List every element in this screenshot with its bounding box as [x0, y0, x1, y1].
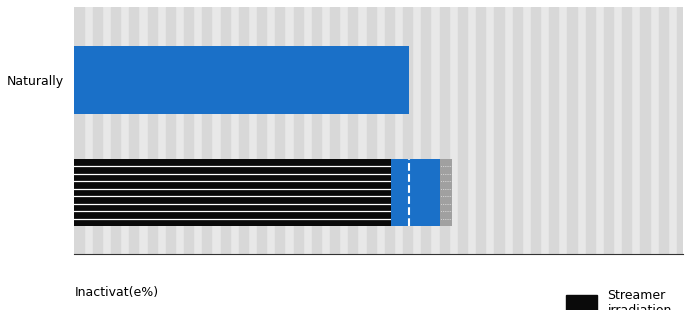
Bar [293, 7, 303, 254]
Bar [659, 7, 668, 254]
Bar [567, 7, 577, 254]
Bar [476, 7, 485, 254]
Bar [391, 159, 440, 226]
Bar [458, 7, 467, 254]
Bar [440, 7, 449, 254]
Bar [531, 7, 540, 254]
Bar [513, 7, 522, 254]
Bar [111, 7, 120, 254]
Bar [202, 7, 211, 254]
Bar [622, 7, 631, 254]
Bar [184, 7, 193, 254]
Bar [257, 7, 266, 254]
Bar [604, 7, 613, 254]
Legend: Streamer
irradiation: Streamer irradiation [561, 284, 677, 310]
Bar [92, 7, 102, 254]
Bar [312, 7, 321, 254]
Bar [586, 7, 595, 254]
Bar [75, 46, 409, 114]
Bar [422, 7, 431, 254]
Bar [366, 7, 376, 254]
Bar [677, 7, 686, 254]
Bar [75, 159, 452, 226]
Bar [148, 7, 157, 254]
Text: Inactivat(e%): Inactivat(e%) [75, 286, 159, 299]
Bar [75, 7, 83, 254]
Bar [221, 7, 230, 254]
Bar [348, 7, 357, 254]
Bar [75, 159, 391, 226]
Bar [549, 7, 558, 254]
Bar [403, 7, 412, 254]
Bar [385, 7, 394, 254]
Bar [275, 7, 284, 254]
Bar [640, 7, 649, 254]
Bar [330, 7, 339, 254]
Bar [129, 7, 139, 254]
Bar [495, 7, 504, 254]
Bar [166, 7, 175, 254]
Bar [239, 7, 248, 254]
